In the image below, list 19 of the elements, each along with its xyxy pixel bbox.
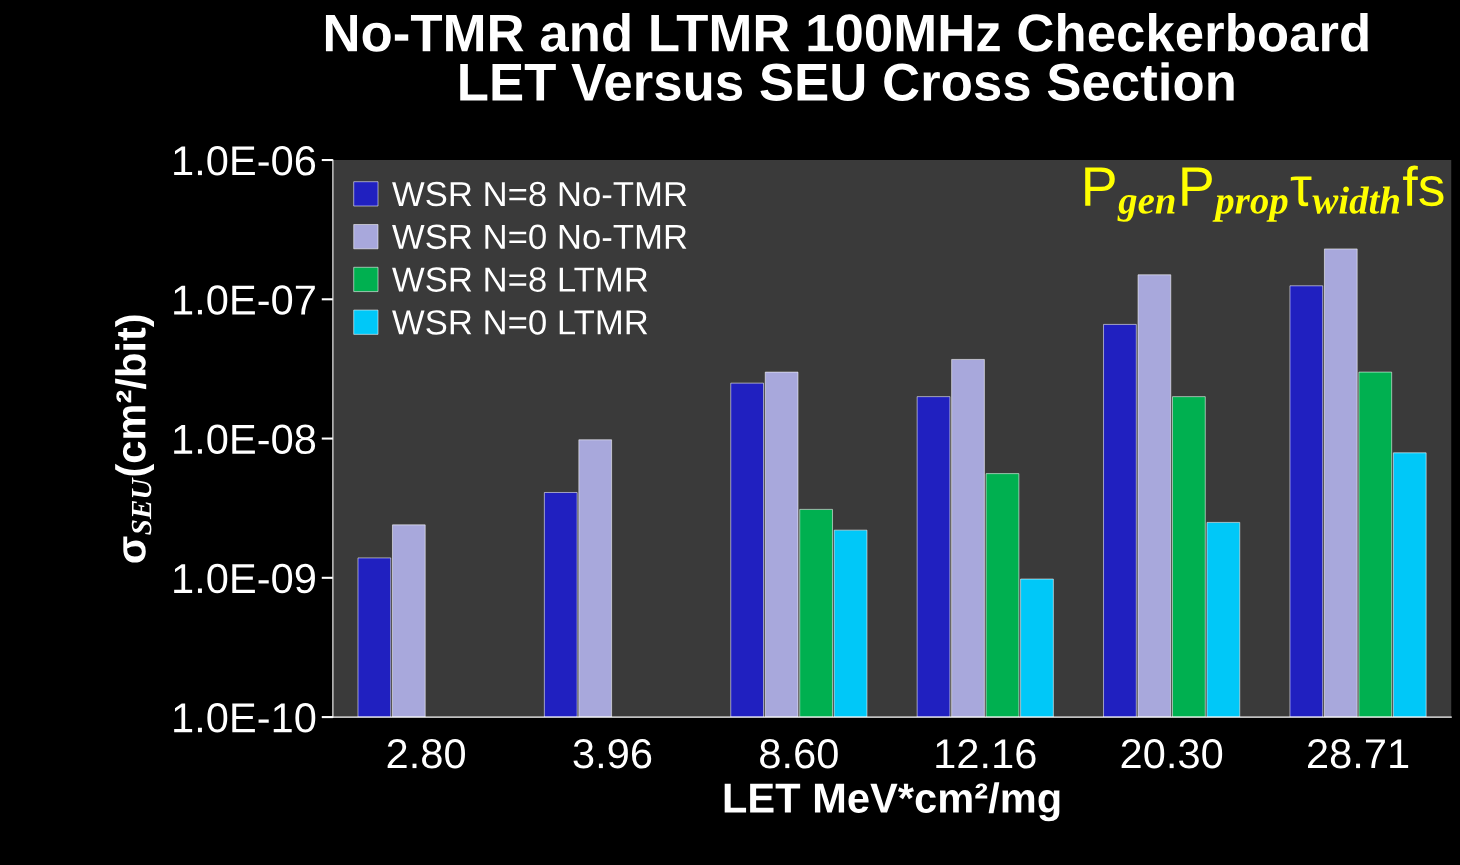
annotation: P$_{gen}$P$_{prop}$τ$_{width}$fs xyxy=(1085,165,1444,222)
legend-label: WSR N=8 No-TMR xyxy=(392,181,687,207)
legend-label: WSR N=0 No-TMR xyxy=(392,224,687,250)
x-tick-label: 28.71 xyxy=(1308,739,1409,769)
x-tick-label: 8.60 xyxy=(760,739,838,769)
legend-label: WSR N=0 LTMR xyxy=(392,310,648,335)
y-tick-label: 1.0E-10 xyxy=(174,703,316,733)
y-tick-label: 1.0E-07 xyxy=(174,285,315,315)
x-tick-label: 2.80 xyxy=(387,739,465,769)
x-tick-label: 3.96 xyxy=(573,739,652,769)
y-tick-label: 1.0E-06 xyxy=(174,146,316,176)
x-axis-title: LET MeV*cm²/mg xyxy=(724,782,1060,822)
x-tick-label: 20.30 xyxy=(1121,739,1223,769)
y-axis-title: σ$_{SEU}$(cm²/bit) xyxy=(115,315,154,563)
chart-title: No-TMR and LTMR 100MHz Checkerboard LET Versus SEU Cross Section xyxy=(325,12,1368,101)
y-tick-label: 1.0E-09 xyxy=(174,563,315,594)
legend-label: WSR N=8 LTMR xyxy=(392,267,648,292)
y-tick-label: 1.0E-08 xyxy=(174,424,316,455)
x-tick-label: 12.16 xyxy=(936,739,1036,769)
